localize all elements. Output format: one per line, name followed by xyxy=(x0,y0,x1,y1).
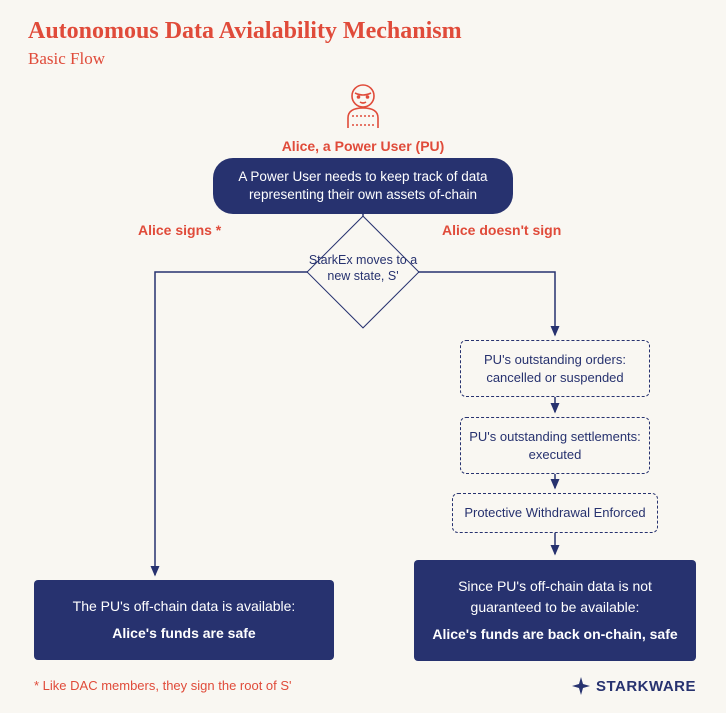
page-subtitle: Basic Flow xyxy=(28,49,462,69)
decision-text: StarkEx moves to a new state, S' xyxy=(303,252,423,285)
right-step-2: PU's outstanding settlements: executed xyxy=(460,417,650,474)
user-icon xyxy=(340,82,386,137)
right-step-3: Protective Withdrawal Enforced xyxy=(452,493,658,533)
right-result-line1: Since PU's off-chain data is not guarant… xyxy=(458,578,652,615)
branch-right-label: Alice doesn't sign xyxy=(442,222,561,238)
right-result-box: Since PU's off-chain data is not guarant… xyxy=(414,560,696,661)
intro-box: A Power User needs to keep track of data… xyxy=(213,158,513,214)
page-title: Autonomous Data Avialability Mechanism xyxy=(28,18,462,45)
right-result-line2: Alice's funds are back on-chain, safe xyxy=(428,624,682,645)
left-result-line1: The PU's off-chain data is available: xyxy=(73,598,296,614)
left-result-line2: Alice's funds are safe xyxy=(48,623,320,644)
user-label: Alice, a Power User (PU) xyxy=(213,138,513,154)
footnote: * Like DAC members, they sign the root o… xyxy=(34,678,292,693)
branch-left-label: Alice signs * xyxy=(138,222,221,238)
right-step-1: PU's outstanding orders: cancelled or su… xyxy=(460,340,650,397)
left-result-box: The PU's off-chain data is available: Al… xyxy=(34,580,334,660)
header: Autonomous Data Avialability Mechanism B… xyxy=(28,18,462,69)
brand: STARKWARE xyxy=(572,677,696,695)
brand-text: STARKWARE xyxy=(596,678,696,695)
starkware-logo-icon xyxy=(572,677,590,695)
